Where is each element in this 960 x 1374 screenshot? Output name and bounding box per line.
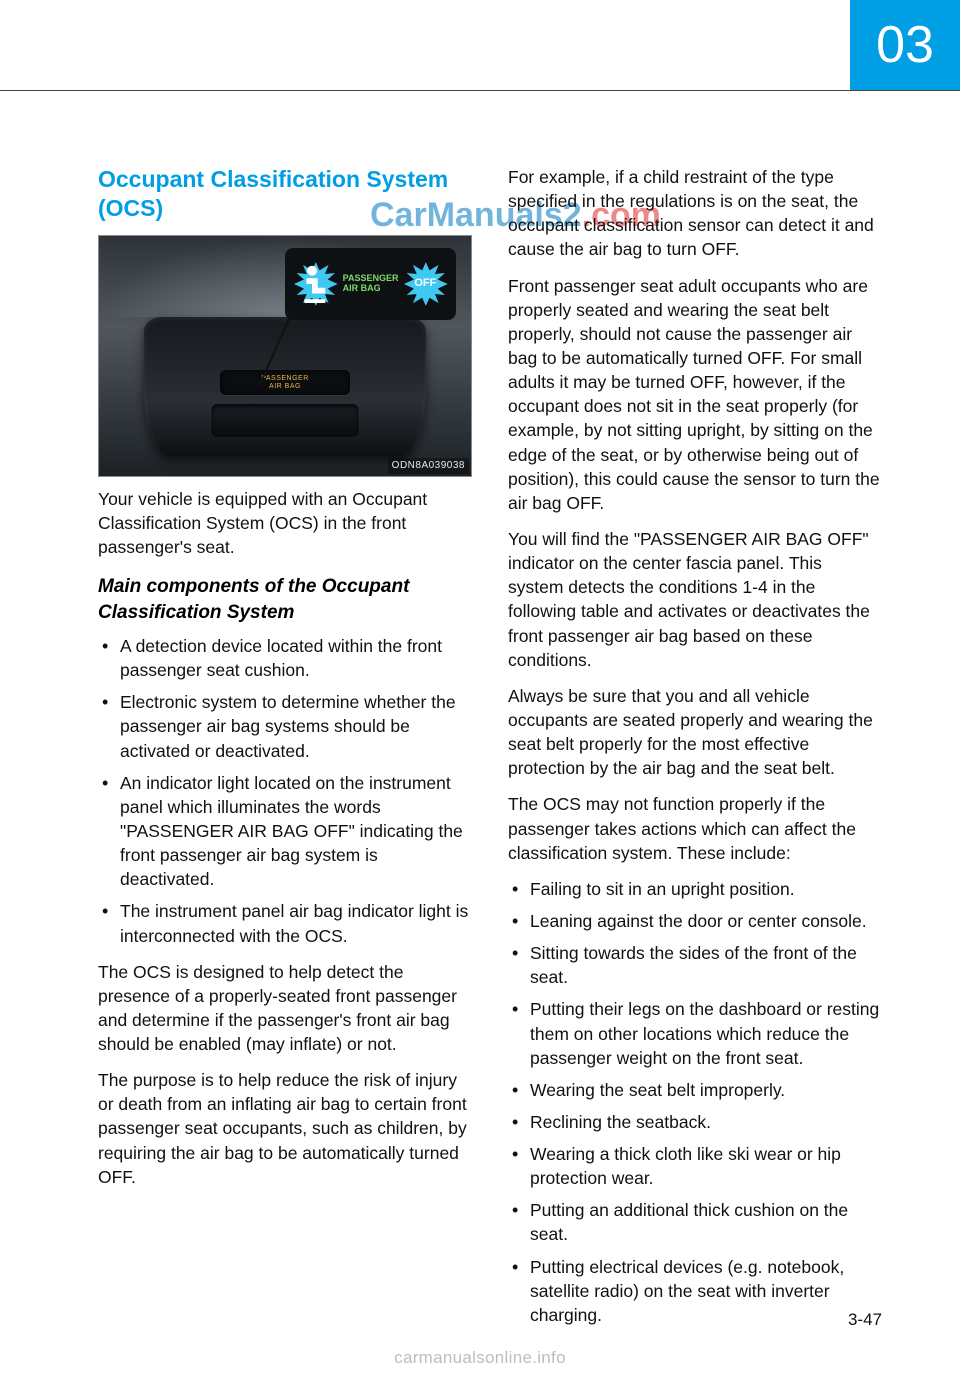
slot-label-line1: PASSENGER: [261, 375, 309, 383]
right-p1: For example, if a child restraint of the…: [508, 165, 882, 262]
right-p3: You will find the "PASSENGER AIR BAG OFF…: [508, 527, 882, 672]
section-title: Occupant Classification System (OCS): [98, 165, 472, 223]
list-item: Failing to sit in an upright position.: [508, 877, 882, 901]
figure-ocs: PASSENGER AIR BAG PASSENGER AIR BAG: [98, 235, 472, 478]
list-item: Wearing a thick cloth like ski wear or h…: [508, 1142, 882, 1190]
figure-code: ODN8A039038: [388, 458, 469, 474]
components-list: A detection device located within the fr…: [98, 634, 472, 948]
list-item: Wearing the seat belt improperly.: [508, 1078, 882, 1102]
indicator-callout: PASSENGER AIR BAG OFF: [285, 248, 456, 320]
slot-label-line2: AIR BAG: [269, 383, 301, 391]
left-column: Occupant Classification System (OCS) PAS…: [98, 165, 472, 1314]
callout-mid-label: PASSENGER AIR BAG: [343, 274, 399, 294]
list-item: Reclining the seatback.: [508, 1110, 882, 1134]
passenger-burst-icon: [293, 258, 339, 310]
off-label: OFF: [403, 258, 449, 310]
list-item: An indicator light located on the instru…: [98, 771, 472, 892]
callout-mid-line2: AIR BAG: [343, 284, 399, 294]
list-item: Electronic system to determine whether t…: [98, 690, 472, 762]
list-item: Leaning against the door or center conso…: [508, 909, 882, 933]
right-p4: Always be sure that you and all vehicle …: [508, 684, 882, 781]
actions-list: Failing to sit in an upright position. L…: [508, 877, 882, 1327]
list-item: The instrument panel air bag indicator l…: [98, 899, 472, 947]
seated-person-icon: [293, 258, 339, 310]
ocs-purpose-1: The OCS is designed to help detect the p…: [98, 960, 472, 1057]
list-item: Sitting towards the sides of the front o…: [508, 941, 882, 989]
footer-url: carmanualsonline.info: [0, 1348, 960, 1368]
list-item: Putting electrical devices (e.g. noteboo…: [508, 1255, 882, 1327]
intro-paragraph: Your vehicle is equipped with an Occupan…: [98, 487, 472, 559]
list-item: Putting an additional thick cushion on t…: [508, 1198, 882, 1246]
page-number: 3-47: [848, 1310, 882, 1330]
list-item: Putting their legs on the dashboard or r…: [508, 997, 882, 1069]
page-columns: Occupant Classification System (OCS) PAS…: [98, 165, 882, 1314]
overhead-console: PASSENGER AIR BAG: [144, 317, 427, 457]
header-rule: [0, 90, 960, 91]
right-column: For example, if a child restraint of the…: [508, 165, 882, 1314]
off-burst-icon: OFF: [403, 258, 449, 310]
list-item: A detection device located within the fr…: [98, 634, 472, 682]
right-p5: The OCS may not function properly if the…: [508, 792, 882, 864]
components-subhead: Main components of the Occupant Classifi…: [98, 574, 472, 626]
console-tray: [211, 404, 358, 437]
airbag-indicator-slot: PASSENGER AIR BAG: [220, 370, 350, 395]
chapter-tab: 03: [850, 0, 960, 90]
right-p2: Front passenger seat adult occupants who…: [508, 274, 882, 515]
ocs-purpose-2: The purpose is to help reduce the risk o…: [98, 1068, 472, 1189]
